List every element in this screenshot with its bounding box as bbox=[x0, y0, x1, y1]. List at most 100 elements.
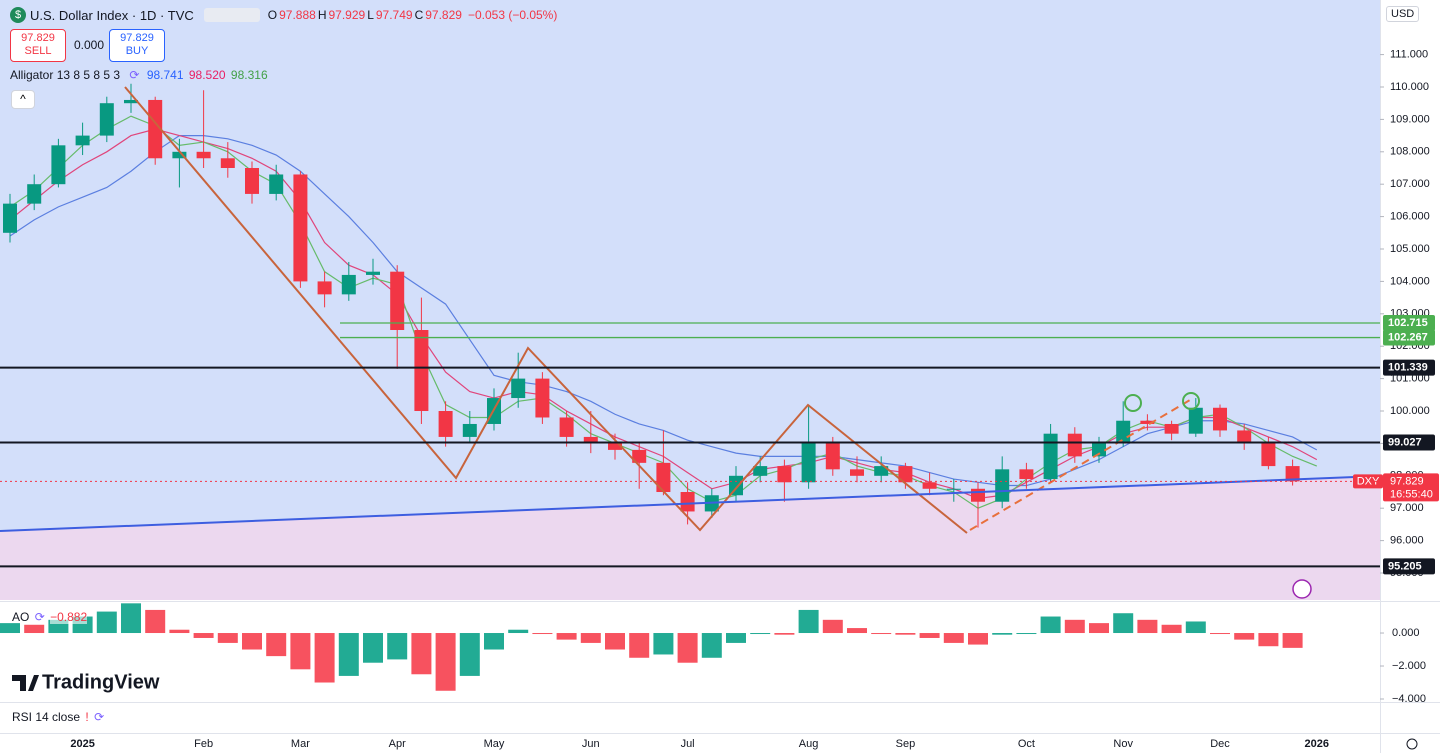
candle-body bbox=[220, 158, 235, 168]
level-badge bbox=[1383, 329, 1435, 346]
ao-bar bbox=[1210, 633, 1230, 635]
y-tick-label: 108.000 bbox=[1390, 146, 1430, 158]
ao-bar bbox=[1258, 633, 1279, 647]
candle-body bbox=[801, 443, 816, 483]
logo bbox=[12, 675, 39, 691]
symbol-title: U.S. Dollar Index · 1D · TVC bbox=[30, 7, 194, 23]
candle-body bbox=[1043, 433, 1058, 480]
x-tick-label: Aug bbox=[799, 738, 819, 750]
ao-bar bbox=[24, 624, 45, 634]
buy-label: BUY bbox=[125, 45, 149, 57]
ao-bar bbox=[943, 633, 964, 643]
candle-body bbox=[172, 151, 187, 159]
ao-bar bbox=[1137, 619, 1158, 634]
candle-body bbox=[1019, 469, 1034, 480]
ao-bar bbox=[1185, 621, 1206, 634]
candle-body bbox=[729, 475, 743, 496]
ao-bar bbox=[145, 609, 166, 634]
candle-body bbox=[753, 466, 768, 476]
ohlc-key: L bbox=[367, 8, 374, 22]
sell-price: 97.829 bbox=[21, 32, 55, 44]
candle-body bbox=[1261, 443, 1276, 467]
ao-bar bbox=[653, 633, 674, 655]
ao-bar bbox=[363, 633, 383, 663]
candle-body bbox=[874, 466, 889, 476]
indicator-value: 98.741 bbox=[146, 68, 184, 82]
ao-bar bbox=[121, 603, 141, 634]
rsi-legend: RSI 14 close ! ⟳ bbox=[12, 710, 105, 724]
y-tick-label: 97.000 bbox=[1390, 502, 1424, 514]
ao-bar bbox=[266, 633, 287, 657]
zone-fill bbox=[0, 476, 1380, 600]
candle-body bbox=[390, 271, 405, 331]
ao-legend: AO ⟳ −0.882 bbox=[12, 610, 89, 624]
ao-icon[interactable]: ⟳ bbox=[34, 610, 45, 624]
ao-bar bbox=[556, 633, 577, 640]
collapse-button[interactable]: ^ bbox=[11, 90, 35, 109]
indicator-row: Alligator 13 8 5 8 5 3 ⟳ 98.741 98.520 9… bbox=[10, 68, 270, 82]
candle-body bbox=[462, 423, 477, 437]
settings-icon[interactable] bbox=[1406, 738, 1418, 750]
sell-button[interactable]: 97.829 SELL bbox=[10, 29, 66, 62]
countdown: 16:55:40 bbox=[1390, 488, 1433, 500]
indicator-value: 98.316 bbox=[230, 68, 268, 82]
symbol-icon: $ bbox=[10, 7, 26, 23]
x-tick-label: Oct bbox=[1018, 738, 1035, 750]
ao-title: AO bbox=[12, 610, 30, 624]
ao-bar bbox=[338, 633, 359, 676]
indicator-icon[interactable]: ⟳ bbox=[129, 68, 140, 82]
legend-row: $ U.S. Dollar Index · 1D · TVC O 97.888 H… bbox=[10, 7, 559, 23]
y-tick-label: 106.000 bbox=[1390, 211, 1430, 223]
marker-circle bbox=[1124, 394, 1142, 412]
indicator-name: Alligator 13 8 5 8 5 3 bbox=[10, 68, 121, 82]
ao-bar bbox=[387, 633, 408, 660]
spread: 0.000 bbox=[74, 38, 105, 52]
buy-button[interactable]: 97.829 BUY bbox=[109, 29, 165, 62]
legend-buttons[interactable] bbox=[203, 8, 260, 22]
level-label: 95.205 bbox=[1388, 560, 1422, 572]
candle-body bbox=[583, 436, 598, 444]
candle-body bbox=[1213, 407, 1227, 431]
candle-body bbox=[922, 482, 937, 489]
y-tick-label: 110.000 bbox=[1390, 81, 1429, 93]
ao-bar bbox=[895, 633, 916, 635]
ao-bar bbox=[96, 611, 117, 634]
marker-circle bbox=[1182, 392, 1200, 410]
candle-body bbox=[148, 99, 163, 159]
ao-bar bbox=[1234, 633, 1255, 640]
candle-body bbox=[1164, 423, 1179, 434]
y-tick-label: 0.000 bbox=[1392, 627, 1420, 639]
level-badge bbox=[1383, 315, 1435, 332]
ohlc-key: O bbox=[267, 8, 278, 22]
level-badge bbox=[1383, 558, 1435, 575]
level-label: 102.715 bbox=[1388, 317, 1428, 329]
candle-body bbox=[27, 184, 42, 204]
ao-bar bbox=[605, 633, 625, 650]
y-tick-label: 109.000 bbox=[1390, 113, 1430, 125]
ao-bar bbox=[193, 633, 214, 638]
x-tick-label: May bbox=[484, 738, 505, 750]
alert-icon[interactable] bbox=[1292, 579, 1312, 599]
symbol-label: DXY bbox=[1357, 475, 1380, 487]
candle-body bbox=[3, 203, 17, 233]
ao-bar bbox=[217, 633, 238, 643]
candle-body bbox=[535, 378, 550, 418]
ao-bar bbox=[871, 633, 892, 635]
candle-body bbox=[1140, 420, 1155, 424]
sell-label: SELL bbox=[24, 45, 52, 57]
candle-body bbox=[414, 330, 429, 412]
y-tick-label: 104.000 bbox=[1390, 275, 1430, 287]
ao-bar bbox=[774, 633, 795, 635]
ao-bar bbox=[169, 629, 190, 634]
x-tick-label: Feb bbox=[194, 738, 213, 750]
candle-body bbox=[680, 492, 695, 512]
ao-bar bbox=[1016, 633, 1037, 635]
candle-body bbox=[366, 271, 380, 275]
price-label: 97.829 bbox=[1390, 475, 1424, 487]
ao-bar bbox=[0, 623, 20, 634]
ao-bar bbox=[968, 633, 988, 645]
dashed-drawing bbox=[969, 399, 1191, 531]
currency[interactable]: USD bbox=[1386, 6, 1420, 22]
